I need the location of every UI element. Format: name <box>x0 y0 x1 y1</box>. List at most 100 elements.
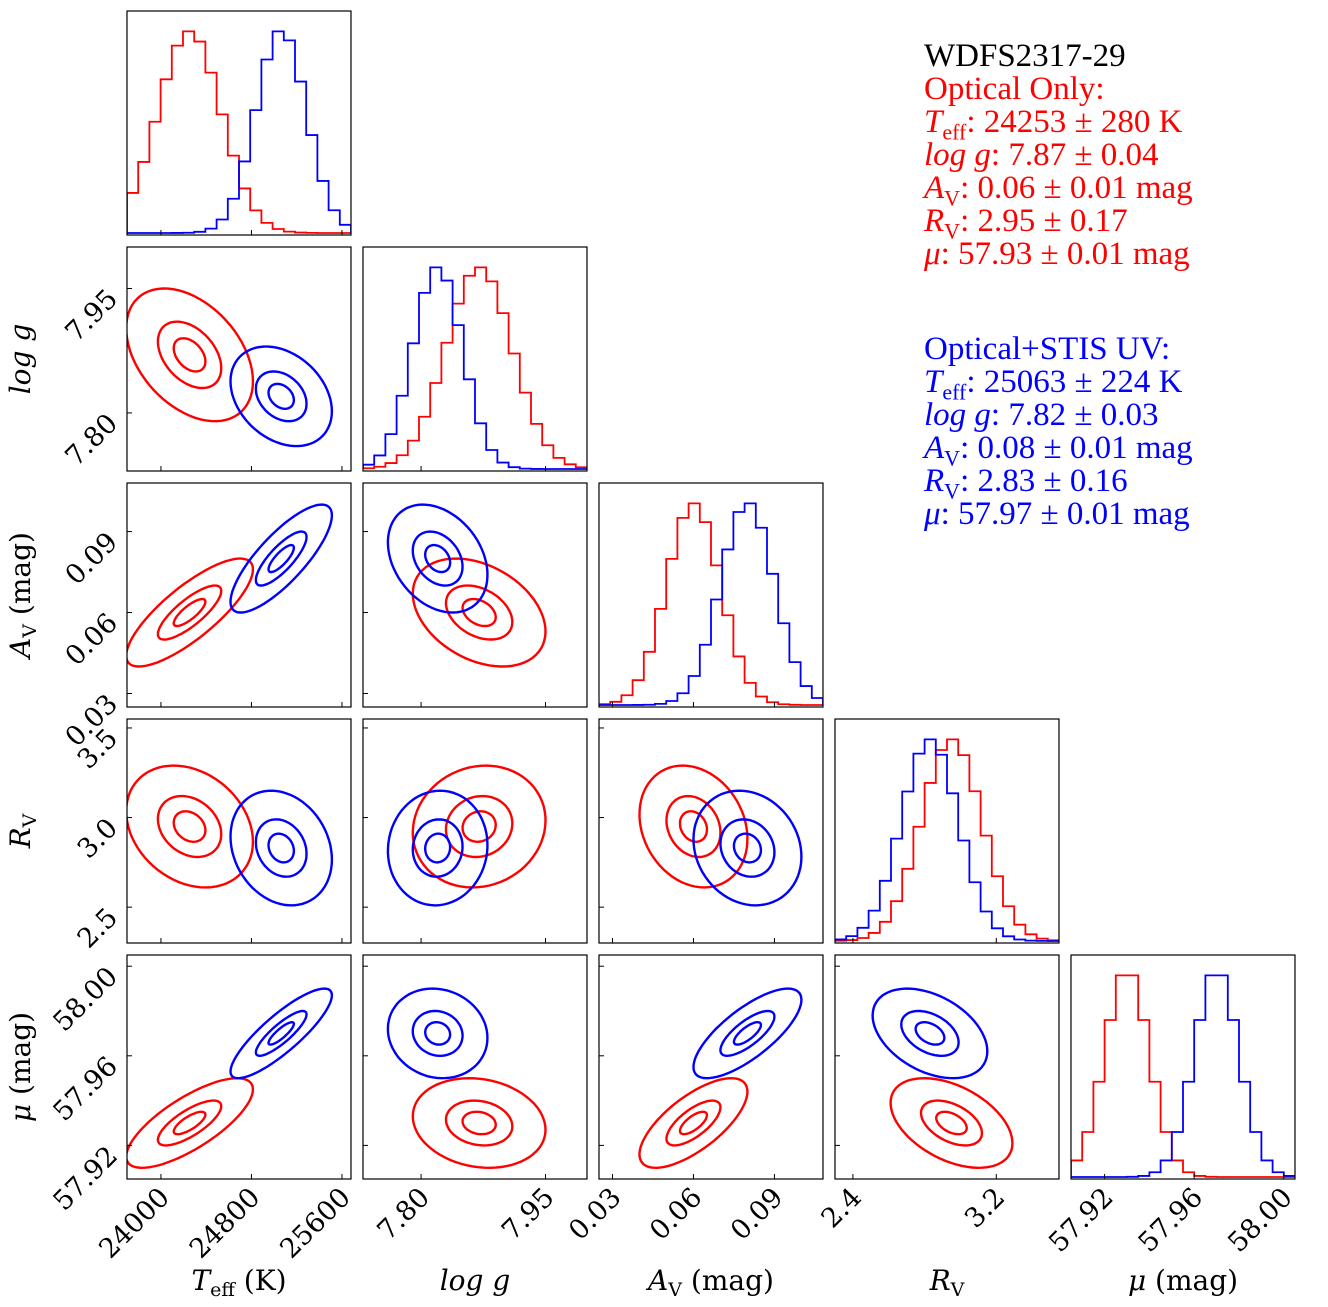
contour-combined-level-2 <box>254 1009 308 1057</box>
contour-combined-level-1 <box>267 832 296 864</box>
panel-frame <box>834 954 1060 1180</box>
panel-frame <box>362 482 588 708</box>
contour-panel-mu-R_V <box>871 987 1014 1170</box>
x-tick-label: 7.80 <box>372 1182 436 1246</box>
histogram-R_V <box>835 738 1059 942</box>
contour-optical-level-1 <box>172 810 207 844</box>
contour-optical-level-1 <box>172 597 207 628</box>
legend-optical-row: log g: 7.87 ± 0.04 <box>924 139 1324 172</box>
histogram-optical-Teff <box>127 30 351 234</box>
y-tick-label: 57.96 <box>47 1051 124 1128</box>
histogram-combined-R_V <box>835 738 1059 942</box>
contour-optical-level-1 <box>172 1110 207 1136</box>
panel-frame <box>126 482 352 708</box>
x-tick-label: 0.09 <box>725 1182 789 1246</box>
histogram-Teff <box>127 30 351 234</box>
legend-combined-symbol: log g <box>924 397 991 433</box>
y-axis-label-R_V: RV <box>4 813 41 849</box>
legend-combined-value: : 25063 ± 224 K <box>966 364 1183 400</box>
panel-frame <box>126 954 352 1180</box>
y-tick-label: 3.0 <box>72 813 124 865</box>
contour-combined-level-2 <box>411 818 464 878</box>
contour-combined-level-2 <box>719 1009 776 1058</box>
contour-optical-level-1 <box>461 1110 497 1136</box>
legend-optical-value: : 2.95 ± 0.17 <box>960 203 1128 239</box>
contour-combined-level-3 <box>692 789 803 907</box>
contour-optical-level-3 <box>889 1076 1014 1170</box>
contour-combined-level-1 <box>424 832 452 864</box>
x-axis-label-R_V: RV <box>929 1264 965 1301</box>
x-tick-label: 0.03 <box>563 1182 627 1246</box>
y-axis-label-mu: μ (mag) <box>4 1012 37 1122</box>
contour-optical-level-1 <box>461 597 497 628</box>
y-tick-label: 7.95 <box>60 284 124 348</box>
histogram-combined-logg <box>363 266 587 470</box>
contour-optical-level-2 <box>156 1099 223 1147</box>
y-axis-label-logg: log g <box>4 324 37 395</box>
panel-frame <box>362 718 588 944</box>
legend-optical-row: μ: 57.93 ± 0.01 mag <box>924 238 1324 271</box>
contour-optical-level-3 <box>127 287 255 423</box>
contour-combined-level-1 <box>267 1021 296 1046</box>
panel-frame <box>126 10 352 236</box>
contour-combined-level-2 <box>411 530 464 587</box>
panel-frame <box>362 246 588 472</box>
legend-combined-subscript: V <box>944 478 961 504</box>
y-axis-label-A_V: AV (mag) <box>4 532 41 661</box>
legend-combined-subscript: V <box>944 445 961 471</box>
contour-panel-mu-Teff <box>127 987 334 1170</box>
contour-combined-level-1 <box>732 1021 763 1046</box>
legend-optical-row: Teff: 24253 ± 280 K <box>924 106 1324 145</box>
x-axis-label-Teff: Teff (K) <box>191 1264 286 1301</box>
histogram-logg <box>363 266 587 470</box>
contour-optical-level-2 <box>444 1099 514 1147</box>
y-tick-label: 0.09 <box>60 527 124 591</box>
y-tick-label: 2.5 <box>72 902 124 954</box>
x-tick-label: 0.06 <box>644 1182 708 1246</box>
contour-optical-level-2 <box>665 1099 722 1147</box>
legend-combined-symbol: R <box>924 463 945 499</box>
legend-optical-value: : 7.87 ± 0.04 <box>990 137 1159 173</box>
legend-combined-subscript: eff <box>942 379 967 405</box>
legend-combined-row: AV: 0.08 ± 0.01 mag <box>924 432 1324 471</box>
contour-optical-level-2 <box>444 794 514 859</box>
contour-panel-R_V-A_V <box>638 764 803 907</box>
contour-optical-level-3 <box>127 764 255 889</box>
histogram-optical-A_V <box>599 502 823 706</box>
contour-panel-A_V-logg <box>386 503 547 668</box>
legend-optical-title: Optical Only: <box>924 71 1105 107</box>
legend-combined-row: log g: 7.82 ± 0.03 <box>924 399 1324 432</box>
contour-combined-level-3 <box>229 987 334 1080</box>
contour-combined-level-2 <box>254 818 308 878</box>
histogram-combined-mu <box>1071 974 1295 1178</box>
legend-optical-value: : 57.93 ± 0.01 mag <box>940 236 1190 272</box>
x-tick-label: 58.00 <box>1222 1182 1299 1259</box>
panel-frame <box>598 482 824 708</box>
panel-frame <box>834 718 1060 944</box>
contour-optical-level-3 <box>411 764 547 889</box>
contour-optical-level-2 <box>919 1099 984 1147</box>
legend-combined-symbol: μ <box>924 496 941 532</box>
contour-optical-level-3 <box>411 557 547 668</box>
contour-optical-level-2 <box>156 584 223 641</box>
contour-optical-level-1 <box>934 1110 968 1136</box>
x-axis-label-logg: log g <box>440 1264 511 1297</box>
x-tick-label: 57.96 <box>1133 1182 1210 1259</box>
contour-combined-level-2 <box>411 1009 464 1057</box>
contour-combined-level-1 <box>267 543 296 574</box>
legend-optical-subscript: V <box>944 185 961 211</box>
legend: WDFS2317-29 Optical Only: Teff: 24253 ± 2… <box>924 40 1324 531</box>
contour-panel-R_V-logg <box>386 764 547 907</box>
contour-combined-level-3 <box>386 789 489 907</box>
legend-combined-value: : 7.82 ± 0.03 <box>990 397 1159 433</box>
legend-combined-row: μ: 57.97 ± 0.01 mag <box>924 498 1324 531</box>
legend-combined-row: Teff: 25063 ± 224 K <box>924 364 1324 405</box>
panel-frame <box>1070 954 1296 1180</box>
contour-combined-level-2 <box>254 370 308 423</box>
legend-optical-symbol: A <box>924 170 945 206</box>
contour-combined-level-3 <box>386 503 489 614</box>
legend-combined-value: : 57.97 ± 0.01 mag <box>940 496 1190 532</box>
histogram-optical-R_V <box>835 738 1059 942</box>
contour-combined-level-2 <box>254 530 308 587</box>
